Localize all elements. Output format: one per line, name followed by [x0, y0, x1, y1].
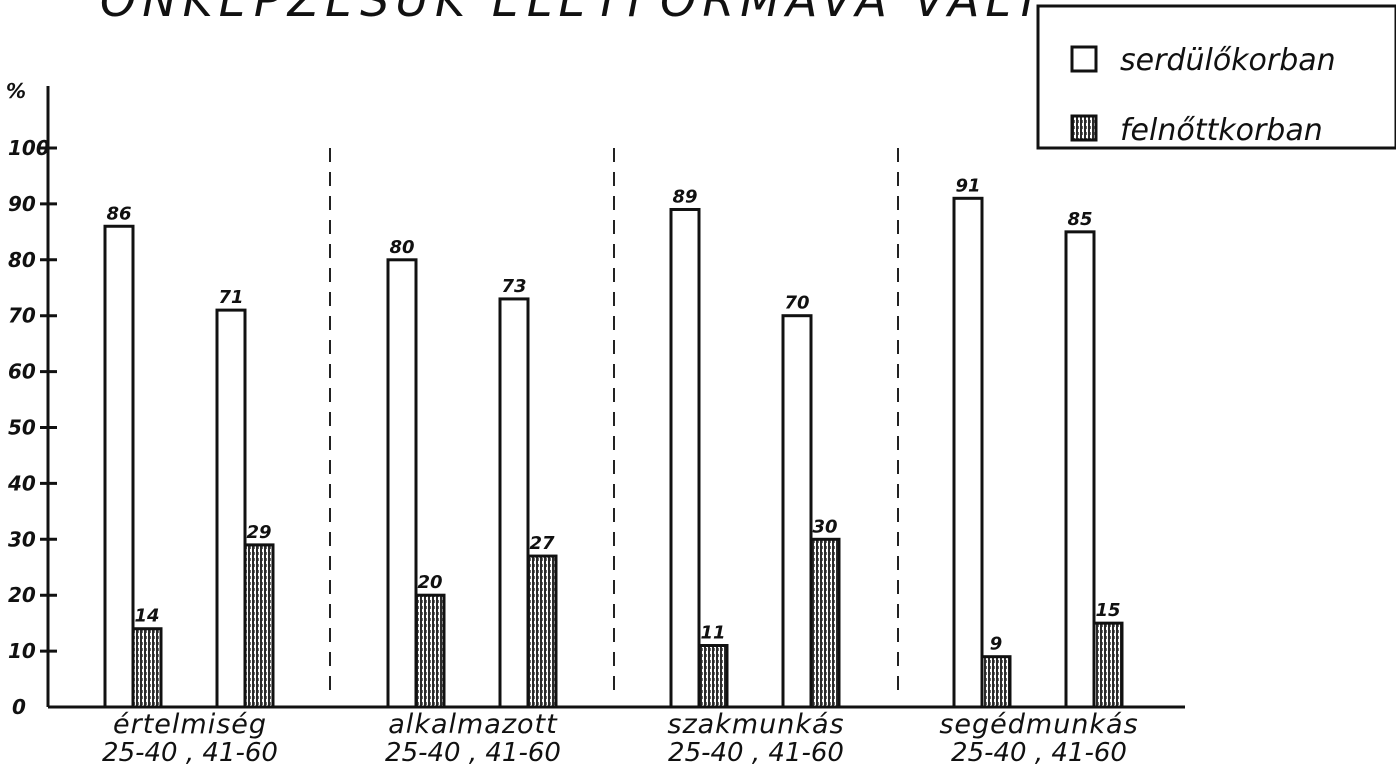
bar-felnottkorban — [243, 543, 275, 709]
bar-felnottkorban — [131, 627, 163, 709]
chart-title: ÖNKÉPZÉSÜK ÉLETFORMÁVÁ VÁLT — [100, 0, 1048, 27]
bar-value-label: 73 — [501, 276, 526, 297]
bar-serdulokorban — [498, 297, 530, 709]
y-tick-label: 40 — [7, 471, 36, 495]
legend-swatch-felnottkorban — [1070, 114, 1098, 142]
y-tick-label: 30 — [8, 527, 36, 551]
y-tick-label: 50 — [8, 416, 36, 440]
bar-felnottkorban — [980, 655, 1012, 709]
age-group-label: 25-40 , 41-60 — [668, 738, 844, 768]
bar-value-label: 91 — [955, 175, 980, 196]
y-tick-label: 100 — [8, 136, 50, 160]
legend-label-serdulokorban: serdülőkorban — [1120, 43, 1336, 78]
category-label: értelmiség — [113, 709, 267, 740]
age-group-label: 25-40 , 41-60 — [102, 738, 278, 768]
axes: % 0 10 20 30 40 50 60 70 80 90 100 — [6, 79, 1185, 719]
y-tick-label: 20 — [8, 583, 36, 607]
bar-felnottkorban — [697, 644, 729, 709]
bar-serdulokorban — [952, 196, 984, 709]
bar-value-label: 85 — [1067, 209, 1092, 230]
bar-value-label: 9 — [990, 634, 1003, 655]
bar-serdulokorban — [781, 314, 813, 709]
bar-serdulokorban — [103, 224, 135, 709]
bar-value-label: 86 — [106, 203, 131, 224]
age-group-label: 25-40 , 41-60 — [385, 738, 561, 768]
bar-value-label: 71 — [218, 287, 243, 308]
bar-value-label: 89 — [672, 186, 697, 207]
y-tick-label: 90 — [8, 192, 36, 216]
bar-value-label: 30 — [812, 516, 837, 537]
bar-felnottkorban — [526, 554, 558, 709]
bar-value-label: 27 — [529, 533, 555, 554]
bar-felnottkorban — [809, 537, 841, 709]
y-tick-label: 80 — [8, 248, 36, 272]
category-label: szakmunkás — [667, 709, 844, 740]
category-label: alkalmazott — [388, 709, 558, 740]
legend-frame — [1036, 4, 1396, 150]
y-tick-label: 60 — [8, 360, 36, 384]
bar-felnottkorban — [414, 593, 446, 709]
legend-swatch-serdulokorban — [1070, 45, 1098, 73]
legend: serdülőkorban felnőttkorban — [1036, 4, 1396, 150]
bar-value-label: 80 — [389, 237, 414, 258]
bar-serdulokorban — [669, 207, 701, 709]
group-dividers — [329, 148, 899, 700]
bar-value-label: 11 — [700, 623, 725, 644]
bar-serdulokorban — [386, 258, 418, 709]
age-group-label: 25-40 , 41-60 — [951, 738, 1127, 768]
category-label: segédmunkás — [939, 709, 1138, 740]
bar-value-label: 29 — [246, 522, 271, 543]
legend-label-felnottkorban: felnőttkorban — [1120, 113, 1323, 148]
y-tick-label: 0 — [12, 695, 26, 719]
bar-serdulokorban — [215, 308, 247, 709]
y-tick-label: 70 — [8, 304, 36, 328]
y-tick-label: 10 — [8, 639, 36, 663]
bar-value-label: 15 — [1095, 600, 1120, 621]
bar-value-label: 70 — [784, 293, 809, 314]
bar-felnottkorban — [1092, 621, 1124, 709]
bar-serdulokorban — [1064, 230, 1096, 709]
y-axis-unit-label: % — [6, 79, 26, 103]
bar-value-label: 20 — [417, 572, 442, 593]
bars — [103, 196, 1124, 709]
bar-value-label: 14 — [134, 606, 159, 627]
